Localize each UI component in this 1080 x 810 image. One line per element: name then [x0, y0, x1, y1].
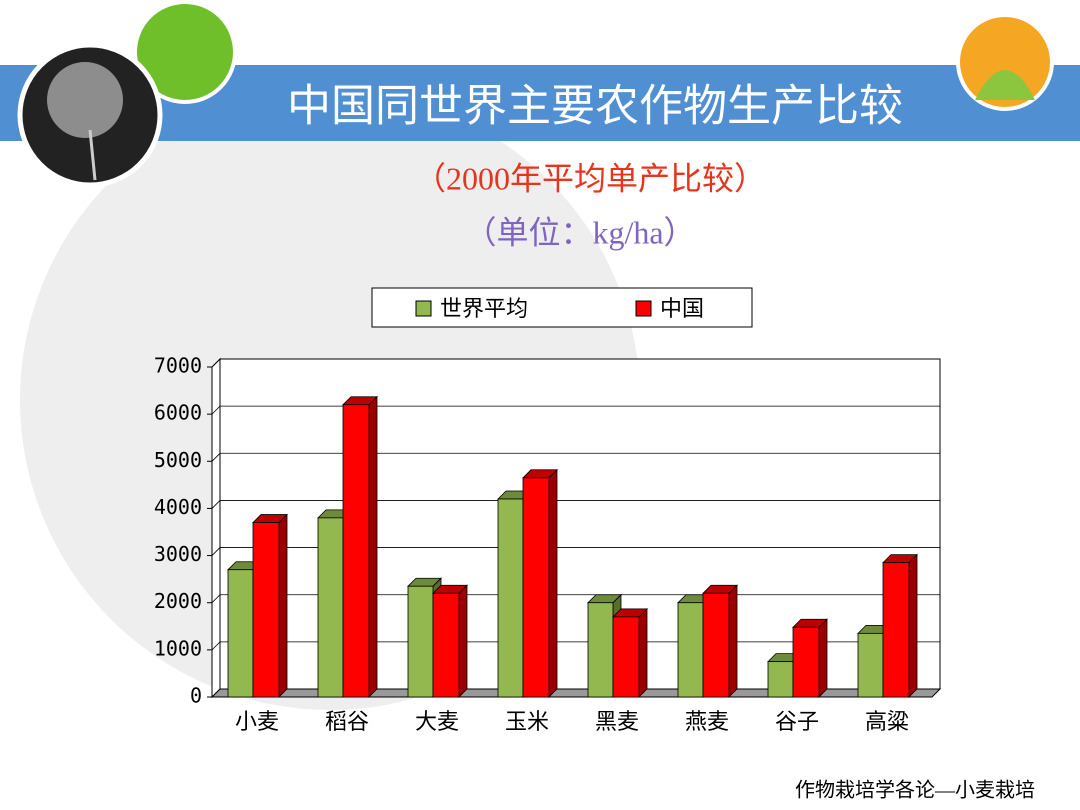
dandelion-stem: [88, 129, 97, 181]
bar-side: [278, 513, 288, 698]
y-tick-label: 7000: [154, 354, 202, 378]
x-tick-label: 大麦: [415, 710, 459, 735]
legend-box: [371, 287, 753, 328]
grid-line: [211, 500, 940, 509]
y-tick-label: 2000: [154, 589, 202, 613]
bar: [702, 584, 738, 698]
bar-side: [908, 553, 918, 698]
bar-front: [342, 404, 370, 698]
bar-front: [587, 602, 614, 698]
y-tick-label: 3000: [154, 542, 202, 566]
grid-line: [211, 452, 940, 462]
x-tick-label: 谷子: [775, 710, 819, 735]
bar: [522, 468, 558, 698]
y-tick-label: 6000: [154, 401, 202, 425]
x-tick-label: 小麦: [235, 710, 279, 735]
bar-front: [497, 498, 524, 698]
y-tick-label: 4000: [154, 495, 202, 519]
bar-front: [857, 632, 884, 698]
bar-front: [702, 592, 730, 698]
bar-front: [677, 602, 704, 698]
x-tick-label: 稻谷: [325, 710, 369, 735]
tulip-circle: [956, 13, 1054, 111]
bar-side: [818, 618, 828, 698]
bar-front: [407, 585, 434, 698]
legend-swatch: [635, 300, 652, 317]
x-tick-label: 高粱: [865, 710, 909, 735]
subtitle: （2000年平均单产比较）: [414, 160, 766, 196]
bar-side: [638, 607, 648, 698]
dandelion-head: [47, 62, 123, 138]
bar-side: [728, 584, 738, 698]
bar-front: [227, 569, 254, 698]
bar: [342, 395, 378, 698]
bar-side: [458, 584, 468, 698]
bar-front: [522, 477, 550, 698]
bar-front: [432, 592, 460, 698]
bar-front: [882, 562, 910, 698]
unit-note: （单位：kg/ha）: [464, 214, 695, 250]
bar-side: [368, 395, 378, 698]
bar-front: [252, 522, 280, 698]
x-tick-label: 黑麦: [595, 710, 639, 735]
y-tick-label: 5000: [154, 448, 202, 472]
legend-swatch: [415, 300, 432, 317]
bar: [432, 584, 468, 698]
green-circle: [133, 0, 237, 104]
bar: [252, 513, 288, 698]
bar-side: [548, 468, 558, 698]
grid-line: [211, 547, 940, 556]
legend-label: 世界平均: [440, 297, 528, 322]
y-tick-label: 1000: [154, 636, 202, 660]
bar: [792, 618, 828, 698]
grid-line: [211, 405, 940, 415]
title: 中国同世界主要农作物生产比较: [287, 81, 903, 132]
tulip-leaves: [975, 70, 1035, 100]
legend-label: 中国: [660, 297, 704, 322]
bar: [882, 553, 918, 698]
bar-front: [317, 517, 344, 698]
x-tick-label: 燕麦: [685, 710, 729, 735]
grid-line: [211, 358, 940, 368]
bar: [612, 607, 648, 698]
bar-front: [792, 626, 820, 698]
x-tick-label: 玉米: [505, 710, 549, 735]
bar-front: [767, 661, 794, 698]
footer: 作物栽培学各论—小麦栽培: [795, 779, 1035, 802]
bar-front: [612, 616, 640, 698]
y-tick-label: 0: [190, 684, 202, 708]
